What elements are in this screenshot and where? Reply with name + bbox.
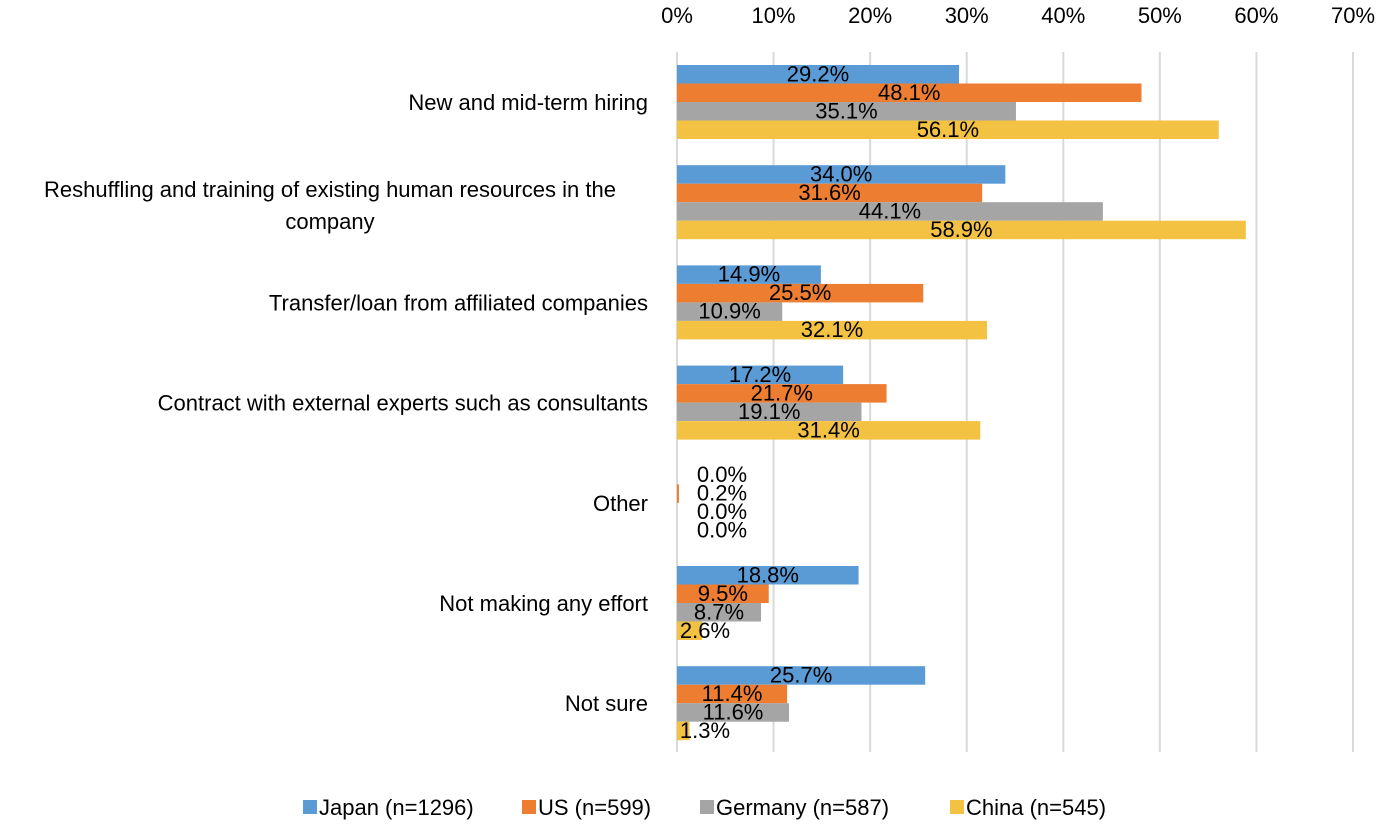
data-label: 56.1% [917,117,979,142]
bar [677,183,983,203]
data-label: 21.7% [751,380,813,405]
bar [677,566,859,585]
data-label: 44.1% [859,198,921,223]
data-label: 58.9% [930,217,992,242]
category-label: Not making any effort [439,591,648,616]
bar [677,666,926,685]
legend-label: US (n=599) [538,795,651,820]
bar [677,484,679,503]
data-label: 11.6% [703,699,764,724]
category-label: Contract with external experts such as c… [158,391,648,416]
bar [677,165,1006,184]
data-label: 18.8% [737,562,799,587]
data-labels: 29.2%34.0%14.9%17.2%0.0%18.8%25.7%48.1%3… [680,61,993,743]
data-label: 10.9% [698,299,760,324]
legend-label: China (n=545) [966,795,1106,820]
legend-label: Germany (n=587) [716,795,889,820]
bar [677,684,788,704]
data-label: 14.9% [718,262,780,287]
category-label: Reshuffling and training of existing hum… [44,177,616,234]
data-label: 35.1% [815,98,877,123]
category-labels: New and mid-term hiring Reshuffling and t… [44,90,648,716]
data-label: 8.7% [694,599,744,624]
bar [677,703,790,722]
data-label: 31.4% [797,417,859,442]
bar [677,384,887,403]
data-label: 29.2% [787,61,849,86]
data-label: 11.4% [702,681,763,706]
data-label: 2.6% [680,618,730,643]
data-label: 0.2% [697,481,747,506]
category-label: Other [593,491,648,516]
x-tick-label: 0% [661,3,693,28]
bar [677,302,783,321]
bar [677,603,762,622]
bar [677,402,862,422]
x-tick-label: 30% [945,3,989,28]
data-label: 1.3% [680,718,730,743]
legend: Japan (n=1296) US (n=599) Germany (n=587) C… [303,795,1106,820]
x-tick-label: 10% [752,3,796,28]
bar [677,584,769,603]
category-label: New and mid-term hiring [408,90,648,115]
legend-swatch [522,800,536,814]
data-label: 25.5% [769,280,831,305]
x-tick-label: 60% [1234,3,1278,28]
bar [677,102,1016,121]
data-label: 0.0% [697,499,747,524]
data-label: 9.5% [698,581,748,606]
legend-label: Japan (n=1296) [319,795,474,820]
data-label: 31.6% [798,180,860,205]
legend-swatch [303,800,317,814]
x-tick-label: 50% [1138,3,1182,28]
category-label: Transfer/loan from affiliated companies [269,290,648,315]
data-label: 34.0% [810,161,872,186]
bar [677,365,844,385]
legend-swatch [700,800,714,814]
data-label: 17.2% [729,362,791,387]
bar [677,421,981,440]
bar [677,83,1142,102]
bar [677,621,703,640]
bars [677,65,1246,741]
bar [677,721,690,741]
bar [677,265,821,284]
bar [677,220,1246,240]
bar [677,320,987,340]
x-tick-label: 40% [1041,3,1085,28]
bar [677,65,959,84]
x-axis-ticks: 0% 10% 20% 30% 40% 50% 60% 70% [661,3,1375,28]
data-label: 19.1% [738,399,800,424]
bar [677,202,1103,221]
legend-swatch [950,800,964,814]
bar [677,283,924,303]
x-tick-label: 20% [848,3,892,28]
data-label: 0.0% [697,518,747,543]
data-label: 32.1% [801,317,863,342]
category-label: Not sure [565,691,648,716]
data-label: 25.7% [770,662,832,687]
data-label: 48.1% [878,80,940,105]
data-label: 0.0% [697,462,747,487]
bar [677,120,1219,139]
x-tick-label: 70% [1331,3,1375,28]
